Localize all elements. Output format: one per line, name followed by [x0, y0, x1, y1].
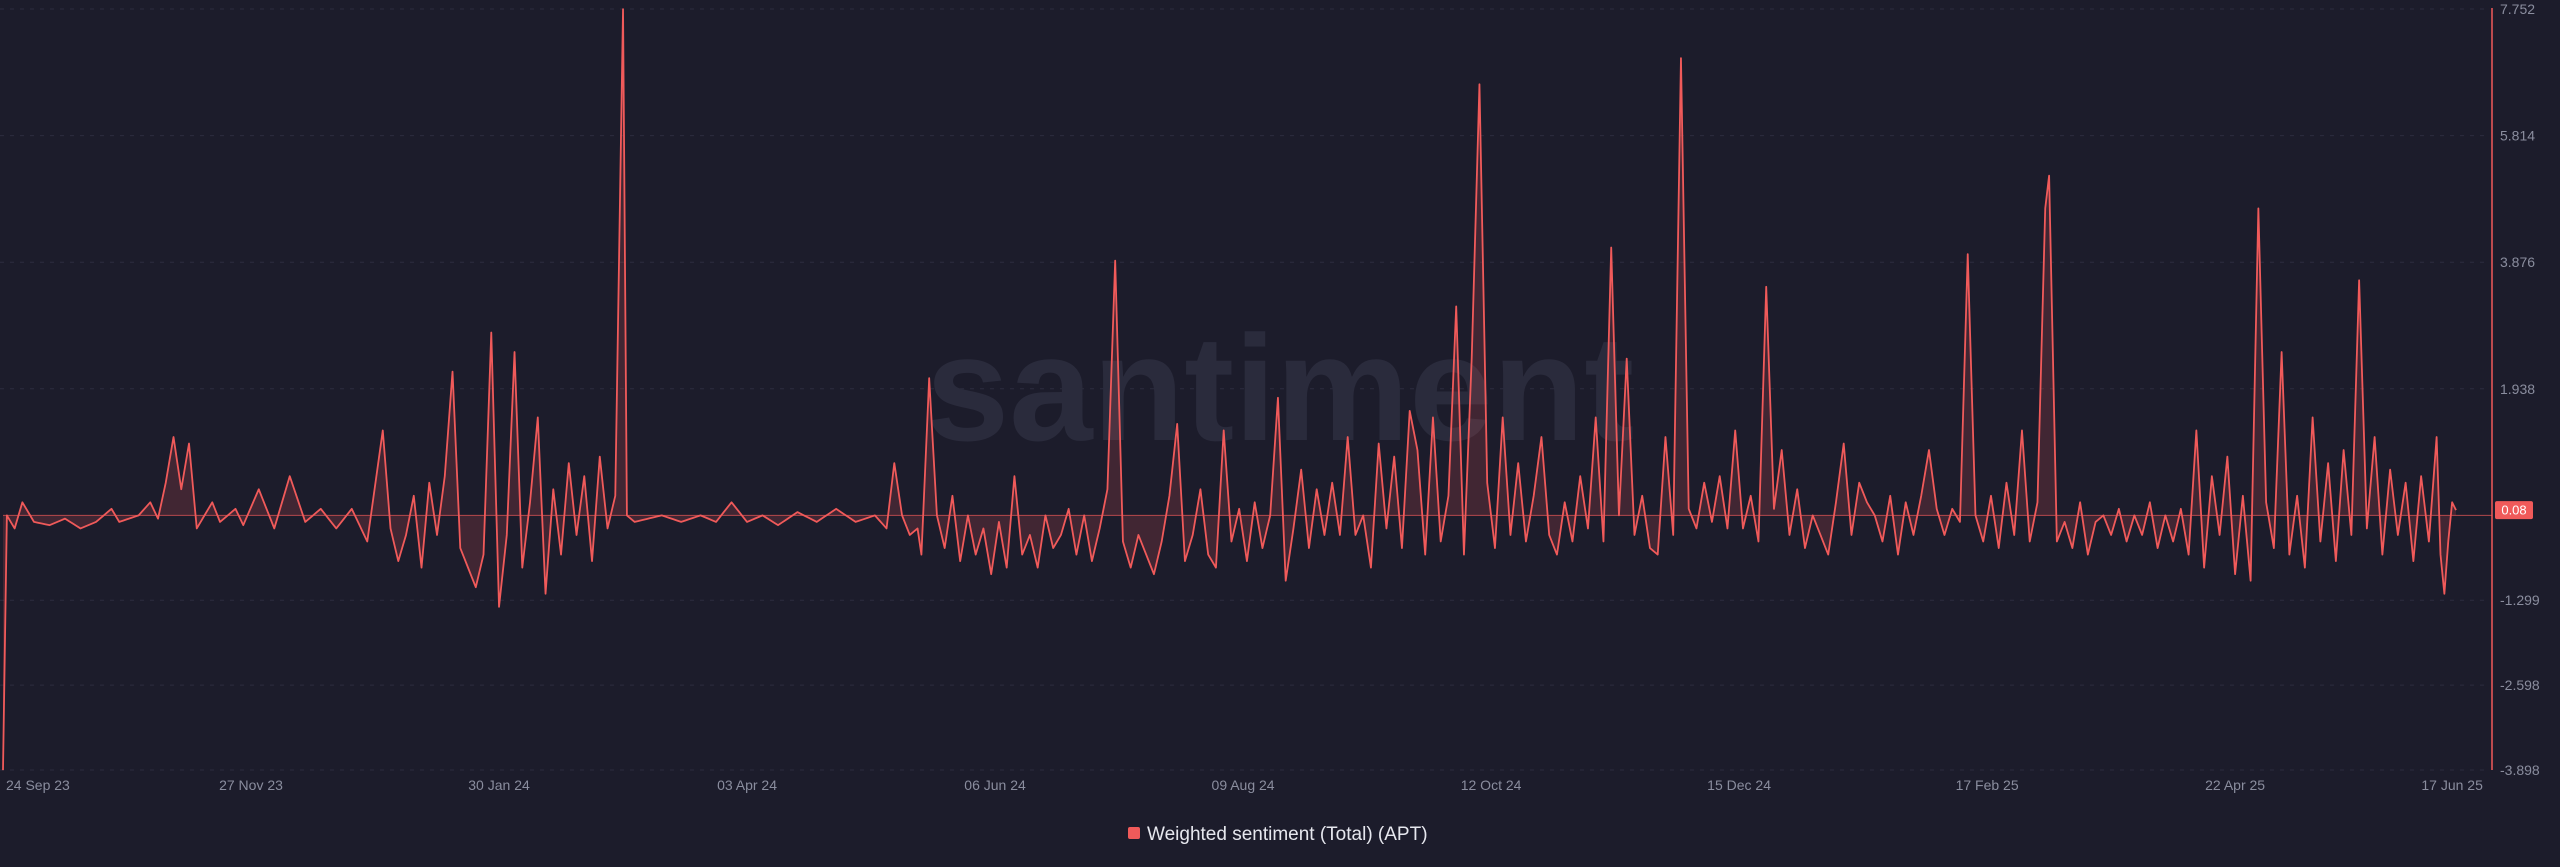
x-tick-label: 24 Sep 23 [6, 777, 70, 793]
legend-label: Weighted sentiment (Total) (APT) [1147, 824, 1428, 845]
x-tick-label: 15 Dec 24 [1707, 777, 1771, 793]
current-value-badge [2495, 501, 2533, 520]
x-tick-label: 30 Jan 24 [468, 777, 530, 793]
y-tick-label: -1.299 [2500, 592, 2540, 608]
current-value-label: 0.08 [2501, 503, 2526, 518]
x-tick-label: 17 Jun 25 [2421, 777, 2483, 793]
x-tick-label: 22 Apr 25 [2205, 777, 2265, 793]
legend[interactable]: Weighted sentiment (Total) (APT) [1128, 824, 1428, 845]
y-tick-label: 7.752 [2500, 1, 2535, 17]
x-tick-label: 06 Jun 24 [964, 777, 1026, 793]
x-tick-label: 27 Nov 23 [219, 777, 283, 793]
x-tick-label: 09 Aug 24 [1212, 777, 1275, 793]
x-axis: 24 Sep 23 27 Nov 23 30 Jan 24 03 Apr 24 06 J… [6, 777, 2483, 793]
y-tick-label: 1.938 [2500, 381, 2535, 397]
x-tick-label: 03 Apr 24 [717, 777, 777, 793]
legend-swatch [1128, 827, 1140, 839]
y-tick-label: -3.898 [2500, 762, 2540, 778]
y-tick-label: 3.876 [2500, 254, 2535, 270]
x-tick-label: 12 Oct 24 [1461, 777, 1522, 793]
y-tick-label: 5.814 [2500, 128, 2535, 144]
y-axis: 7.752 5.814 3.876 1.938 -1.299 -2.598 -3.898 0.… [2491, 1, 2540, 778]
sentiment-area [3, 9, 2456, 771]
series-layer[interactable] [2, 8, 2457, 771]
y-tick-label: -2.598 [2500, 677, 2540, 693]
sentiment-line[interactable] [2, 8, 2457, 771]
x-tick-label: 17 Feb 25 [1956, 777, 2019, 793]
